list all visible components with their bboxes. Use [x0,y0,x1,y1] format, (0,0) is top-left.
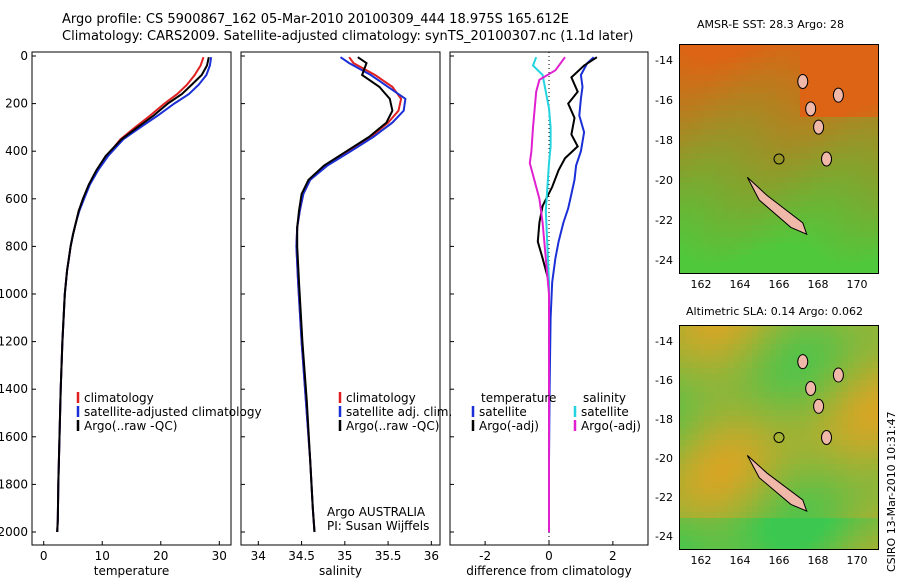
island-shape [797,73,809,89]
page-title-line1: Argo profile: CS 5900867_162 05-Mar-2010… [62,12,570,27]
annotation-argo-australia: Argo AUSTRALIA [327,505,426,519]
island-shape [832,367,844,383]
y-tick-label: 1400 [0,382,28,396]
map-x-tick-label: 170 [847,278,868,291]
x-axis-label: difference from climatology [466,564,632,578]
series-line-argo [536,56,598,532]
legend-satellite-adj: satellite adj. clim. [346,405,452,419]
sla-map-title: Altimetric SLA: 0.14 Argo: 0.062 [686,305,864,318]
map-field [680,326,878,549]
map-x-tick-label: 166 [769,278,790,291]
legend-temp-satellite: satellite [479,405,527,419]
x-tick-label: 0 [545,549,553,563]
map-x-tick-label: 164 [730,278,751,291]
map-y-tick-label: -24 [655,530,673,543]
x-tick-label: 0 [40,549,48,563]
series-line-climatology [56,56,205,533]
map-x-tick-label: 164 [730,554,751,567]
legend-salinity-title: salinity [583,391,626,405]
island-shape [832,87,844,103]
map-y-tick-label: -18 [655,413,673,426]
legend-temperature-title: temperature [481,391,556,405]
y-tick-label: 800 [5,239,28,253]
map-y-tick-label: -14 [655,54,673,67]
y-tick-label: 2000 [0,525,28,539]
island-shape [805,380,817,396]
sla-map [679,325,879,550]
series-line-satellite [548,56,595,532]
series-line-sat_salinity [531,56,552,532]
x-tick-label: 20 [153,549,168,563]
panel-frame-salinity [240,51,441,546]
legend-temp-argo: Argo(-adj) [479,419,539,433]
map-y-tick-label: -20 [655,452,673,465]
map-y-tick-label: -18 [655,134,673,147]
sst-map [679,44,879,274]
x-tick-label: 36 [424,549,439,563]
y-tick-label: 400 [5,144,28,158]
x-axis-label: temperature [94,564,169,578]
y-tick-label: 1800 [0,477,28,491]
x-tick-label: -2 [479,549,491,563]
legend-sal-argo: Argo(-adj) [581,419,641,433]
panel-frame-temperature [31,51,232,546]
map-x-tick-label: 168 [808,278,829,291]
annotation-pi: PI: Susan Wijffels [327,519,429,533]
island-shape [746,176,808,236]
map-field [680,45,878,273]
legend-satellite-adjusted: satellite-adjusted climatology [84,405,262,419]
series-line-argo_sal_adj [528,56,566,532]
x-tick-label: 35 [337,549,352,563]
island-shape [805,101,817,117]
island-shape [813,119,825,135]
page-title-line2: Climatology: CARS2009. Satellite-adjuste… [62,29,634,44]
x-axis-label: salinity [319,564,362,578]
island-shape [821,430,833,445]
legend-argo: Argo(..raw -QC) [346,419,439,433]
island-shape [746,454,808,512]
map-x-tick-label: 166 [769,554,790,567]
map-x-tick-label: 168 [808,554,829,567]
argo-position-marker [773,153,785,165]
map-y-tick-label: -22 [655,214,673,227]
series-line-satellite [295,56,407,533]
y-tick-label: 1600 [0,430,28,444]
legend-climatology: climatology [346,391,416,405]
map-y-tick-label: -16 [655,374,673,387]
timestamp-stamp: CSIRO 13-Mar-2010 10:31:47 [885,411,898,572]
y-tick-label: 600 [5,192,28,206]
map-y-tick-label: -20 [655,174,673,187]
map-y-tick-label: -22 [655,491,673,504]
legend-climatology: climatology [84,391,154,405]
map-x-tick-label: 162 [691,278,712,291]
legend-argo: Argo(..raw -QC) [84,419,177,433]
y-tick-label: 1000 [0,287,28,301]
x-tick-label: 34.5 [288,549,315,563]
map-x-tick-label: 162 [691,554,712,567]
map-y-tick-label: -16 [655,94,673,107]
y-tick-label: 1200 [0,335,28,349]
series-line-argo [56,56,210,533]
sst-map-title: AMSR-E SST: 28.3 Argo: 28 [697,18,845,31]
island-shape [813,398,825,414]
x-tick-label: 34 [251,549,266,563]
map-y-tick-label: -24 [655,254,673,267]
island-shape [797,354,809,370]
island-shape [821,151,833,167]
y-tick-label: 200 [5,97,28,111]
x-tick-label: 10 [95,549,110,563]
x-tick-label: 35.5 [375,549,402,563]
legend-sal-satellite: satellite [581,405,629,419]
x-tick-label: 30 [212,549,227,563]
map-x-tick-label: 170 [847,554,868,567]
map-y-tick-label: -14 [655,335,673,348]
series-line-argo [296,56,394,533]
argo-position-marker [773,432,785,443]
x-tick-label: 2 [609,549,617,563]
y-tick-label: 0 [20,49,28,63]
